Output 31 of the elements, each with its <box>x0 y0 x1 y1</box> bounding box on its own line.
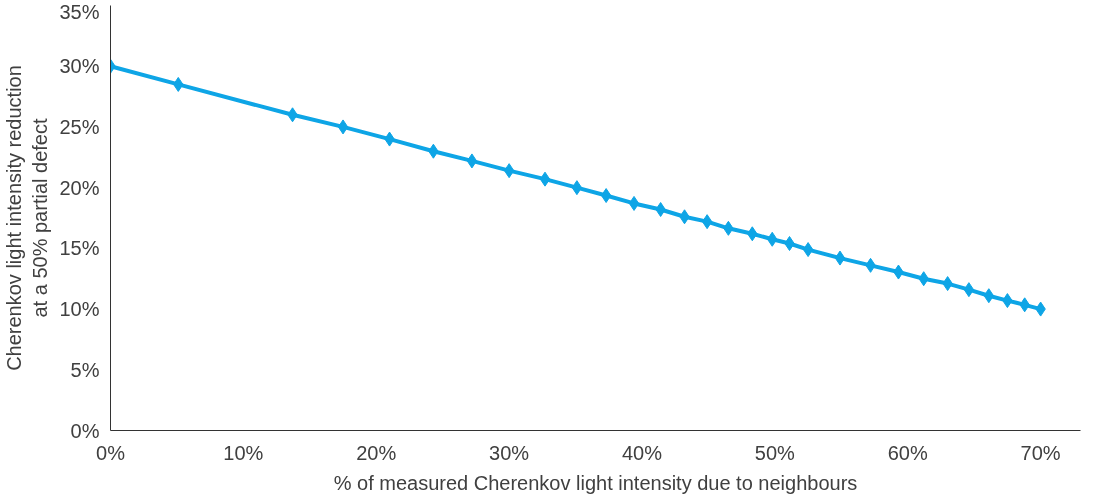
x-tick-label: 30% <box>489 441 530 464</box>
point <box>466 153 478 169</box>
y-tick-label: 10% <box>59 298 100 321</box>
y-tick-label: 15% <box>59 237 100 260</box>
x-tick-label: 60% <box>887 441 928 464</box>
point <box>701 214 713 230</box>
point <box>539 171 551 187</box>
x-axis-title: % of measured Cherenkov light intensity due to neighbours <box>333 471 858 494</box>
y-tick-label: 35% <box>59 0 100 23</box>
point <box>571 180 583 196</box>
point <box>784 236 795 251</box>
point <box>834 250 846 266</box>
x-tick-label: 40% <box>621 441 663 464</box>
point <box>337 119 349 135</box>
point <box>628 195 640 211</box>
x-tick-label: 20% <box>356 441 397 464</box>
y-tick-label: 25% <box>59 115 100 138</box>
point <box>655 202 666 217</box>
y-axis-title: Cherenkov light intensity reduction at a 50% partial defect <box>3 65 52 371</box>
y-tick-label: 0% <box>70 419 100 442</box>
y-tick-label: 30% <box>59 55 100 78</box>
point <box>802 242 814 258</box>
y-tick-label: 5% <box>70 358 100 381</box>
x-tick-label: 0% <box>96 441 126 464</box>
x-tick-label: 70% <box>1020 441 1061 464</box>
point <box>503 163 515 179</box>
x-tick-label: 50% <box>754 441 796 464</box>
x-tick-label: 10% <box>223 441 264 464</box>
point <box>963 282 975 298</box>
y-tick-label: 20% <box>59 176 100 199</box>
point <box>600 188 612 204</box>
